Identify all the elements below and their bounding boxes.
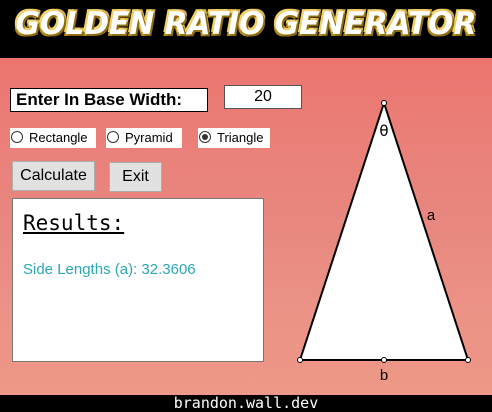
radio-triangle[interactable]: Triangle	[198, 128, 270, 148]
results-side-length: Side Lengths (a): 32.3606	[23, 261, 196, 278]
base-midpoint	[381, 357, 387, 363]
base-right-vertex	[465, 357, 471, 363]
radio-rectangle-circle[interactable]	[11, 131, 23, 143]
radio-rectangle[interactable]: Rectangle	[10, 128, 96, 148]
base-width-label: Enter In Base Width:	[10, 88, 208, 112]
footer-credit: brandon.wall.dev	[0, 395, 492, 412]
triangle-shape	[298, 99, 470, 361]
radio-pyramid-label: Pyramid	[125, 130, 173, 145]
base-left-vertex	[297, 357, 303, 363]
angle-theta-label: θ	[379, 122, 388, 140]
base-width-input[interactable]	[224, 85, 302, 109]
results-panel: Results: Side Lengths (a): 32.3606	[12, 198, 264, 362]
base-b-label: b	[380, 367, 388, 384]
title-banner: GOLDEN RATIO GENERATOR	[0, 0, 492, 58]
side-a-label: a	[427, 207, 436, 224]
radio-triangle-circle[interactable]	[199, 131, 211, 143]
radio-pyramid[interactable]: Pyramid	[106, 128, 182, 148]
triangle-diagram: θ a b	[297, 99, 471, 384]
calculate-button[interactable]: Calculate	[12, 161, 95, 191]
radio-triangle-label: Triangle	[217, 130, 264, 145]
radio-rectangle-label: Rectangle	[29, 130, 88, 145]
results-heading: Results:	[23, 211, 125, 235]
app-title: GOLDEN RATIO GENERATOR	[15, 6, 477, 42]
apex-vertex	[381, 100, 387, 106]
radio-pyramid-circle[interactable]	[107, 131, 119, 143]
exit-button[interactable]: Exit	[109, 162, 162, 192]
